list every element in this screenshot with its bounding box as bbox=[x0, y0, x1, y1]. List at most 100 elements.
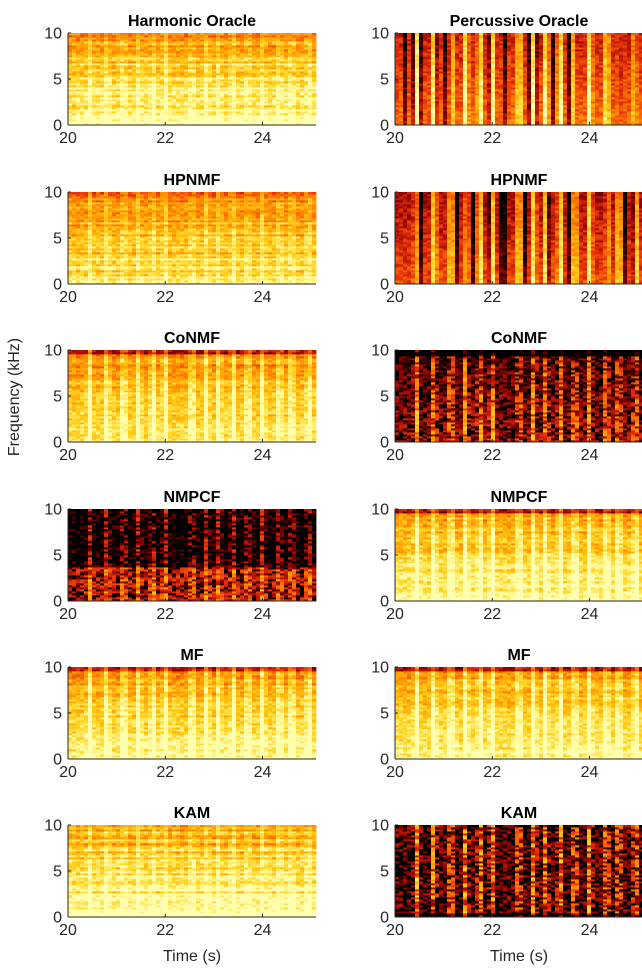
x-tick-label: 22 bbox=[156, 447, 174, 464]
x-tick-label: 24 bbox=[581, 764, 599, 781]
spectrogram-cells bbox=[395, 350, 642, 442]
x-tick-label: 22 bbox=[156, 922, 174, 939]
x-tick-label: 22 bbox=[483, 447, 501, 464]
y-axis-label: Frequency (kHz) bbox=[6, 327, 24, 467]
y-tick-label: 5 bbox=[53, 548, 62, 565]
x-tick-label: 24 bbox=[581, 289, 599, 306]
panel-title: MF bbox=[507, 647, 530, 664]
x-tick-label: 22 bbox=[156, 130, 174, 147]
y-tick-label: 10 bbox=[371, 502, 389, 519]
x-tick-label: 24 bbox=[254, 447, 272, 464]
y-tick-label: 10 bbox=[371, 660, 389, 677]
x-tick-label: 24 bbox=[254, 922, 272, 939]
x-tick-label: 20 bbox=[59, 922, 77, 939]
panel-title: KAM bbox=[501, 805, 537, 822]
y-tick-label: 10 bbox=[371, 185, 389, 202]
panel-title: HPNMF bbox=[164, 172, 221, 189]
y-tick-label: 5 bbox=[53, 231, 62, 248]
y-tick-label: 5 bbox=[53, 72, 62, 89]
y-tick-label: 5 bbox=[53, 864, 62, 881]
panel-title: Harmonic Oracle bbox=[128, 13, 256, 30]
y-tick-label: 10 bbox=[44, 343, 62, 360]
spectrogram-cells bbox=[395, 33, 642, 125]
x-tick-label: 24 bbox=[254, 289, 272, 306]
spectrogram-cells bbox=[68, 825, 316, 917]
x-tick-label: 22 bbox=[483, 764, 501, 781]
x-tick-label: 22 bbox=[483, 606, 501, 623]
y-tick-label: 10 bbox=[44, 660, 62, 677]
x-tick-label: 20 bbox=[386, 606, 404, 623]
y-tick-label: 5 bbox=[380, 389, 389, 406]
x-tick-label: 22 bbox=[483, 289, 501, 306]
x-tick-label: 20 bbox=[59, 764, 77, 781]
x-tick-label: 24 bbox=[254, 130, 272, 147]
x-tick-label: 22 bbox=[156, 289, 174, 306]
y-tick-label: 10 bbox=[44, 26, 62, 43]
spectrogram-cells bbox=[68, 192, 316, 284]
x-tick-label: 24 bbox=[254, 764, 272, 781]
x-tick-label: 22 bbox=[483, 922, 501, 939]
y-tick-label: 5 bbox=[380, 72, 389, 89]
x-tick-label: 20 bbox=[59, 289, 77, 306]
x-tick-label: 22 bbox=[156, 606, 174, 623]
x-axis-label: Time (s) bbox=[163, 948, 221, 965]
x-tick-label: 24 bbox=[581, 130, 599, 147]
x-tick-label: 20 bbox=[59, 447, 77, 464]
panel-title: NMPCF bbox=[491, 489, 548, 506]
x-tick-label: 24 bbox=[581, 447, 599, 464]
x-tick-label: 24 bbox=[581, 606, 599, 623]
x-tick-label: 20 bbox=[59, 130, 77, 147]
spectrogram-cells bbox=[395, 509, 642, 601]
x-tick-label: 20 bbox=[386, 447, 404, 464]
x-tick-label: 24 bbox=[581, 922, 599, 939]
x-tick-label: 22 bbox=[483, 130, 501, 147]
spectrogram-cells bbox=[68, 667, 316, 759]
x-tick-label: 20 bbox=[386, 922, 404, 939]
y-tick-label: 10 bbox=[371, 343, 389, 360]
y-tick-label: 5 bbox=[380, 706, 389, 723]
y-tick-label: 5 bbox=[380, 864, 389, 881]
y-tick-label: 10 bbox=[371, 26, 389, 43]
x-tick-label: 22 bbox=[156, 764, 174, 781]
y-tick-label: 10 bbox=[371, 818, 389, 835]
spectrogram-cells bbox=[68, 33, 316, 125]
spectrogram-cells bbox=[395, 192, 642, 284]
x-tick-label: 20 bbox=[386, 130, 404, 147]
panel-title: HPNMF bbox=[491, 172, 548, 189]
panel-title: NMPCF bbox=[164, 489, 221, 506]
panel-title: KAM bbox=[174, 805, 210, 822]
spectrogram-cells bbox=[395, 667, 642, 759]
spectrogram-cells bbox=[68, 350, 316, 442]
spectrogram-cells bbox=[395, 825, 642, 917]
y-tick-label: 10 bbox=[44, 502, 62, 519]
y-tick-label: 5 bbox=[53, 706, 62, 723]
spectrogram-cells bbox=[68, 509, 316, 601]
x-axis-label: Time (s) bbox=[490, 948, 548, 965]
panel-title: MF bbox=[180, 647, 203, 664]
x-tick-label: 20 bbox=[386, 289, 404, 306]
y-tick-label: 5 bbox=[380, 231, 389, 248]
panel-title: CoNMF bbox=[491, 330, 547, 347]
x-tick-label: 20 bbox=[59, 606, 77, 623]
panel-title: Percussive Oracle bbox=[450, 13, 589, 30]
y-tick-label: 10 bbox=[44, 185, 62, 202]
y-tick-label: 5 bbox=[53, 389, 62, 406]
y-tick-label: 10 bbox=[44, 818, 62, 835]
y-tick-label: 5 bbox=[380, 548, 389, 565]
x-tick-label: 20 bbox=[386, 764, 404, 781]
x-tick-label: 24 bbox=[254, 606, 272, 623]
panel-title: CoNMF bbox=[164, 330, 220, 347]
